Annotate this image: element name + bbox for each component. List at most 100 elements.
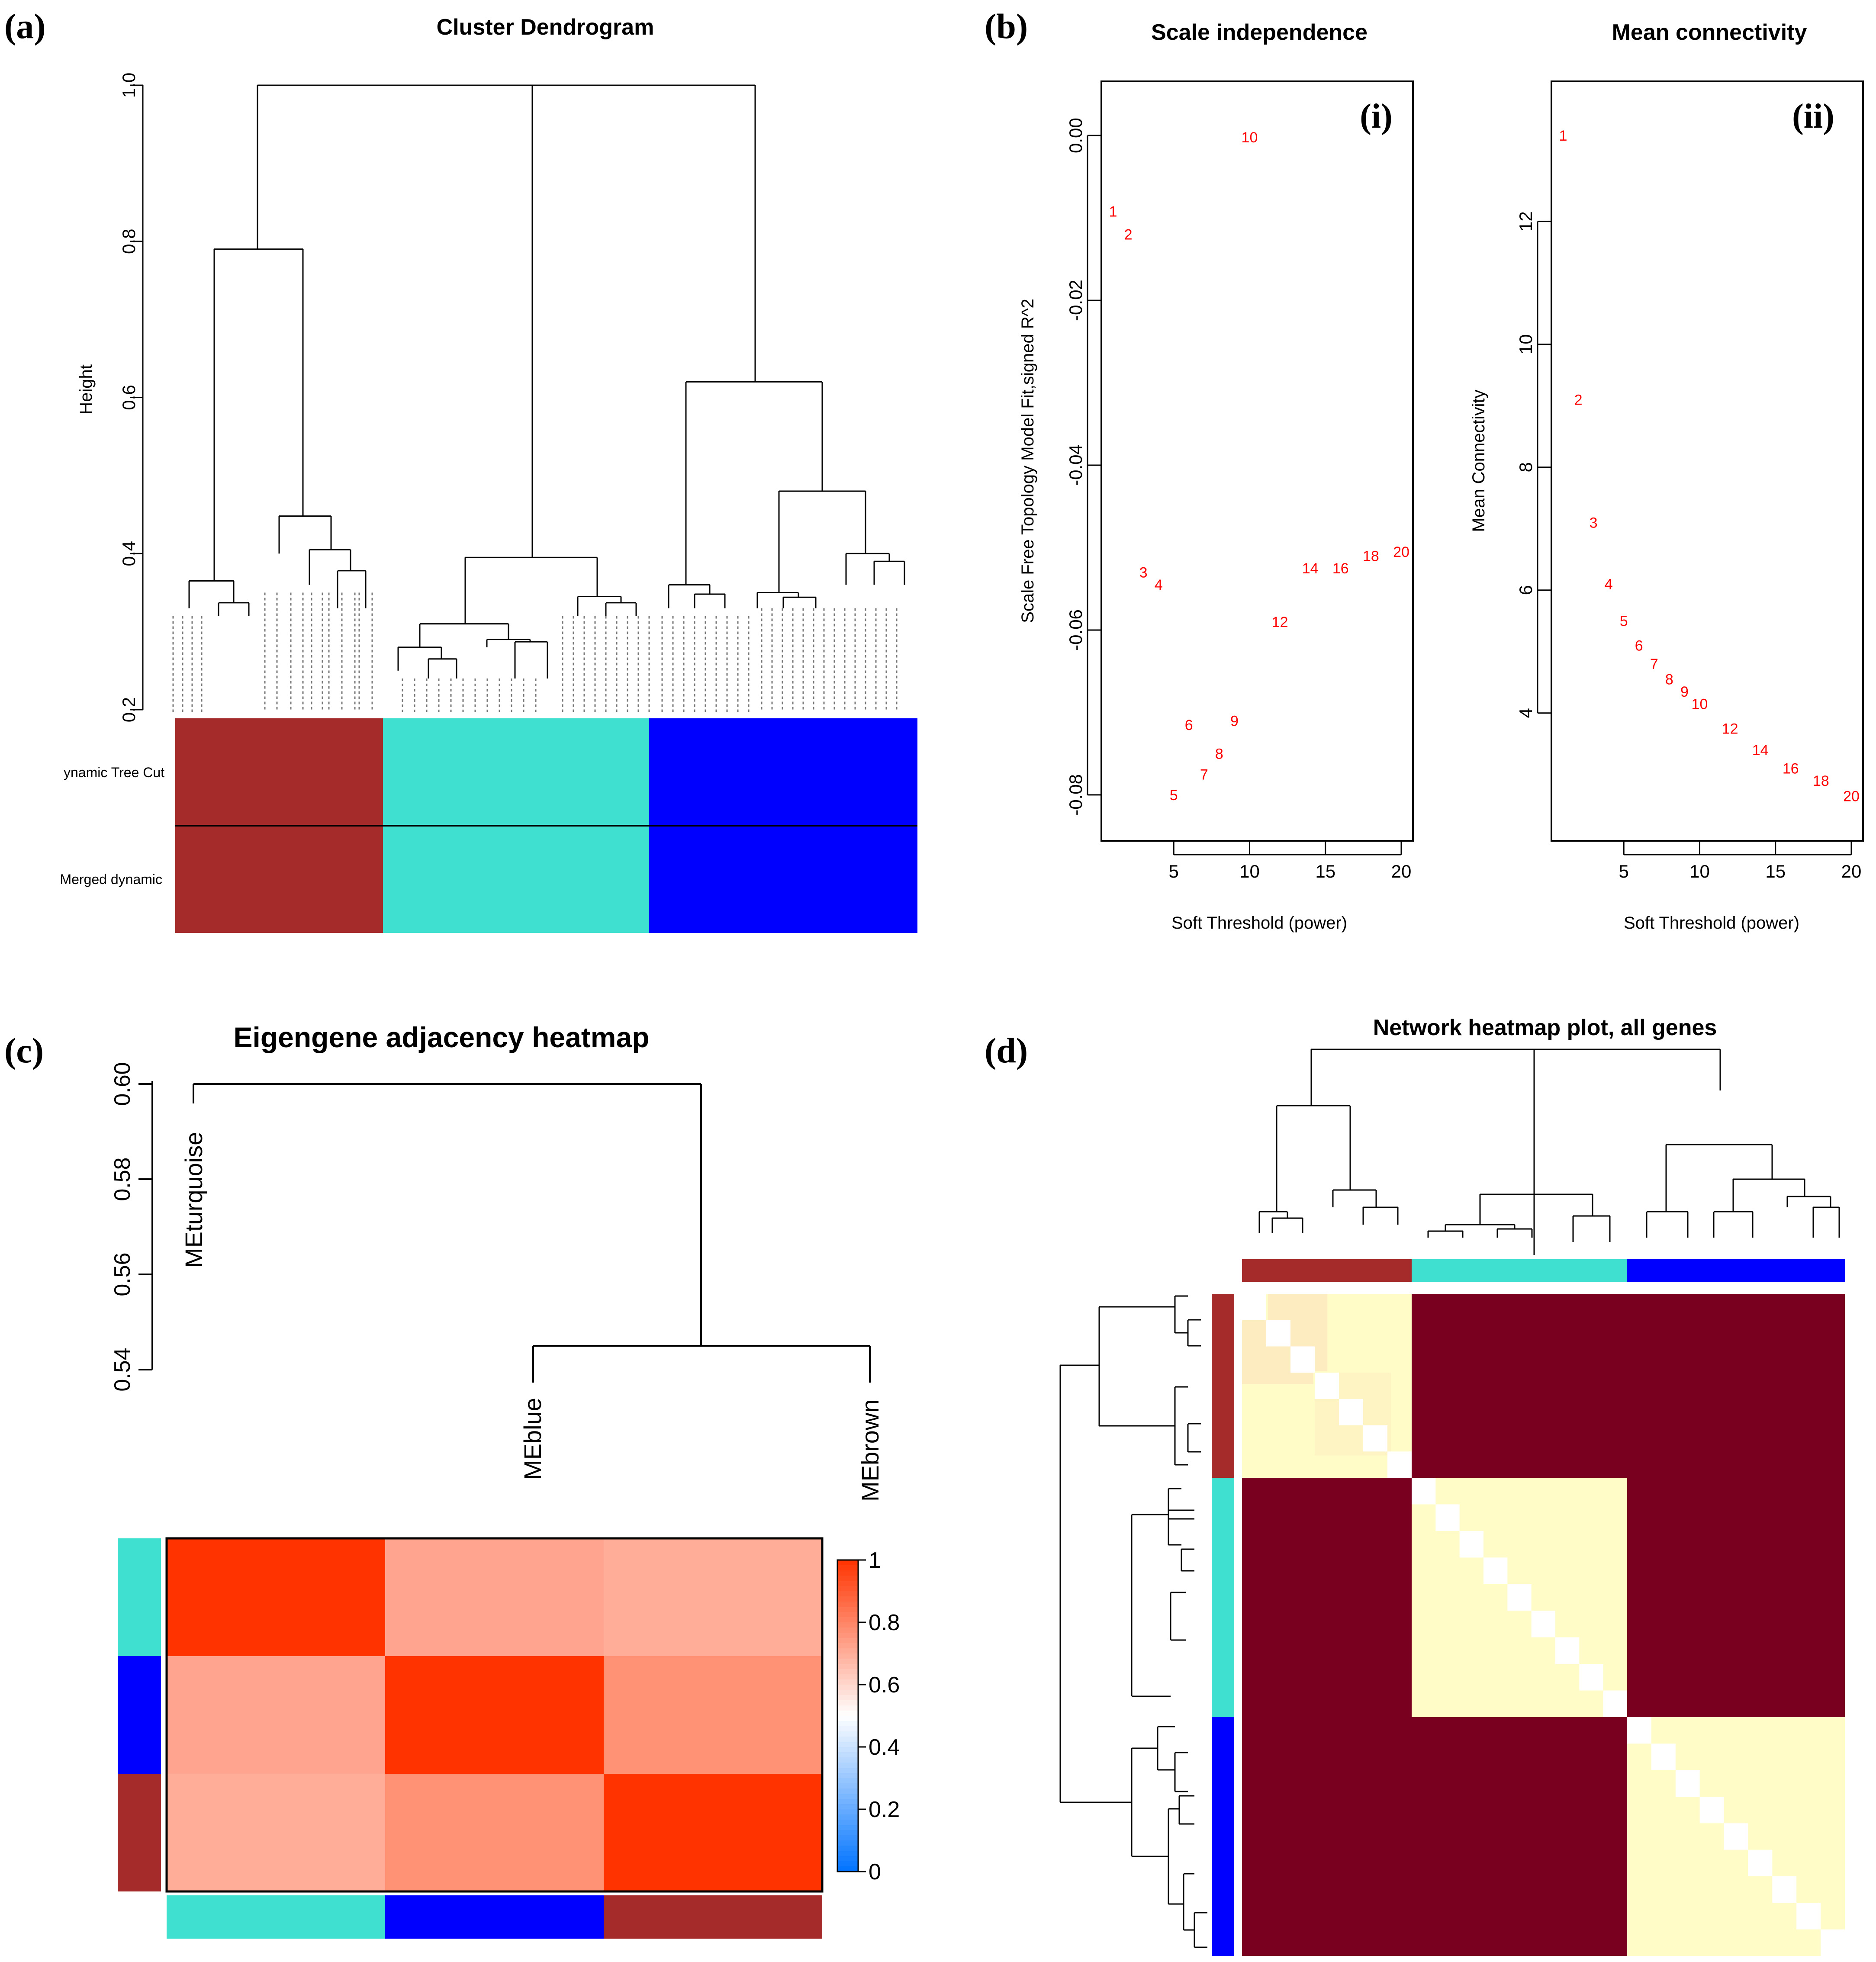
panel-b-left-title: Scale independence [1151,20,1368,45]
c-colorbar-step [837,1861,858,1867]
panel-c-leaf-meblue: MEblue [519,1398,546,1480]
d-diagonal-cell [1242,1294,1266,1320]
b-point-9: 9 [1680,684,1689,700]
b-ytick-label: 8 [1516,462,1536,472]
b-ytick-label: -0.06 [1065,609,1086,651]
c-colorbar-label: 0 [869,1859,881,1885]
b-point-16: 16 [1783,761,1799,777]
d-diagonal-cell [1627,1717,1651,1744]
d-diagonal-cell [1651,1743,1676,1770]
c-cell-MEturquoise-MEturquoise [167,1538,385,1656]
c-cell-MEturquoise-MEbrown [604,1538,822,1656]
b-ytick-label: 0.00 [1065,118,1086,153]
panel-b-left-ylabel: Scale Free Topology Model Fit,signed R^2 [1018,299,1037,623]
c-colorbar-step [837,1768,858,1773]
d-side-color-blue [1212,1717,1234,1956]
b-point-16: 16 [1332,560,1349,577]
c-colorbar-step [837,1622,858,1628]
panel-c-col-colors [167,1895,822,1939]
panel-c: (c) Eigengene adjacency heatmap 0.600.58… [4,1021,900,1939]
c-cell-MEbrown-MEturquoise [167,1774,385,1891]
c-cell-MEblue-MEbrown [604,1656,822,1774]
panel-d-side-colors [1212,1294,1234,1956]
c-colorbar-step [837,1757,858,1763]
c-col-color-MEblue [385,1895,604,1939]
b-xtick-label: 10 [1239,861,1260,881]
d-diagonal-cell [1796,1903,1821,1930]
panel-b: (b) Scale independence Mean connectivity… [985,6,1864,933]
a-ytick-label: 0.4 [119,541,139,566]
panel-d-label: (d) [985,1031,1028,1070]
c-colorbar-step [837,1607,858,1612]
b-ytick-label: 4 [1516,708,1536,718]
d-diagonal-cell [1339,1399,1363,1425]
d-diagonal-cell [1603,1690,1627,1717]
c-colorbar-step [837,1851,858,1856]
c-colorbar-step [837,1627,858,1633]
c-colorbar-step [837,1825,858,1830]
b-point-10: 10 [1692,696,1708,712]
c-cell-MEturquoise-MEblue [385,1538,604,1656]
c-row-color-MEblue [118,1656,161,1774]
b-ytick-label: -0.02 [1065,280,1086,321]
c-colorbar-step [837,1866,858,1872]
c-colorbar-step [837,1685,858,1690]
d-diagonal-cell [1483,1557,1508,1584]
panel-a-row-label-dynamic: ynamic Tree Cut [64,765,164,780]
c-colorbar-step [837,1560,858,1566]
c-colorbar-step [837,1856,858,1862]
panel-b-right-xlabel: Soft Threshold (power) [1624,913,1799,933]
panel-d-top-dendrogram [1258,1049,1840,1255]
b-point-14: 14 [1302,560,1319,577]
b-xtick-label: 10 [1689,861,1710,881]
d-diagonal-cell [1748,1849,1773,1876]
d-side-color-turquoise [1212,1478,1234,1717]
c-ytick-label: 0.60 [110,1062,135,1106]
c-colorbar-step [837,1576,858,1581]
c-colorbar-step [837,1659,858,1664]
c-ytick-label: 0.56 [110,1252,135,1296]
c-colorbar-step [837,1648,858,1654]
b-xtick-label: 20 [1841,861,1862,881]
d-diagonal-cell [1675,1770,1700,1797]
panel-b-left-tag: (i) [1360,97,1393,135]
a-dynamic-blue [649,718,917,826]
d-diagonal-cell [1531,1611,1555,1637]
b-point-1: 1 [1559,128,1567,144]
c-colorbar-step [837,1804,858,1810]
b-point-2: 2 [1124,227,1133,243]
d-diagonal-cell [1363,1425,1387,1452]
c-cell-MEbrown-MEbrown [604,1774,822,1891]
a-merged-turquoise [383,826,649,933]
b-xtick-label: 15 [1765,861,1786,881]
d-diagonal-cell [1459,1531,1483,1558]
d-side-color-brown [1212,1294,1234,1478]
c-colorbar-step [837,1581,858,1586]
b-point-20: 20 [1843,788,1860,804]
panel-b-left-plot-frame [1101,80,1414,842]
d-diagonal-cell [1821,1929,1845,1956]
panel-c-label: (c) [4,1031,44,1070]
d-diagonal-cell [1699,1797,1724,1824]
b-point-5: 5 [1170,787,1178,804]
panel-c-row-colors [118,1538,161,1891]
b-point-12: 12 [1722,720,1738,737]
c-row-color-MEbrown [118,1774,161,1891]
c-colorbar-step [837,1731,858,1737]
c-colorbar-step [837,1695,858,1701]
panel-c-leaf-mebrown: MEbrown [856,1399,884,1502]
c-colorbar-step [837,1700,858,1706]
c-colorbar-step [837,1716,858,1721]
c-colorbar-step [837,1742,858,1747]
c-colorbar-step [837,1705,858,1711]
c-colorbar-step [837,1783,858,1789]
c-colorbar-step [837,1737,858,1742]
panel-a-yticks: 0.2 0.4 0.6 0.8 1.0 [119,73,143,722]
d-diagonal-cell [1772,1876,1797,1903]
d-top-color-brown [1242,1259,1412,1282]
c-colorbar-step [837,1653,858,1659]
panel-c-dendrogram [193,1083,871,1383]
